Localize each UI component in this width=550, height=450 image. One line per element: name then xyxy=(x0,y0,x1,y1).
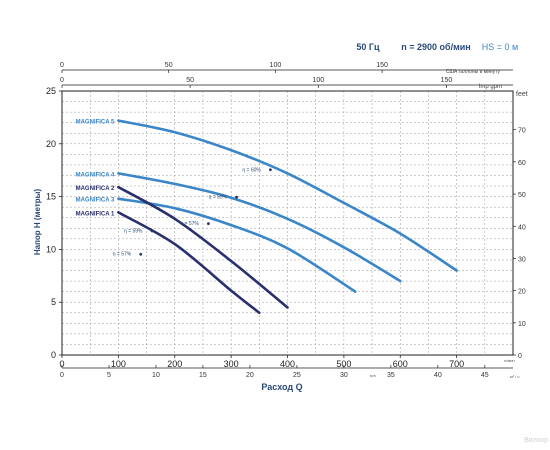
feet-tick-label: 10 xyxy=(518,321,526,328)
bottom-axis-unit: л/мин xyxy=(504,358,515,363)
x-tick-label: 500 xyxy=(336,359,351,369)
m3h-tick-label: 20 xyxy=(246,372,254,379)
annotation-marker xyxy=(235,196,238,199)
x-tick-label: 200 xyxy=(167,359,182,369)
series-line-3 xyxy=(118,199,355,292)
imp-gpm-tick-label: 50 xyxy=(186,77,194,84)
y-tick-label: 10 xyxy=(46,244,56,254)
m3h-tick-label: 5 xyxy=(107,372,111,379)
annotation-label: η = 57% xyxy=(180,221,199,227)
imp-gpm-tick-label: 0 xyxy=(60,77,64,84)
x-axis-title: Расход Q xyxy=(261,382,302,392)
series-label-4: MAGNIFICA 4 xyxy=(76,172,115,178)
m3h-tick-label: 10 xyxy=(152,372,160,379)
annotation-label: η = 59% xyxy=(124,229,143,235)
series-labels: MAGNIFICA 5 MAGNIFICA 4 MAGNIFICA 3 MAGNIFI… xyxy=(76,120,115,218)
series-label-2: MAGNIFICA 2 xyxy=(76,186,115,192)
m3h-tick-label: 15 xyxy=(199,372,207,379)
speed-label: n = 2900 об/мин xyxy=(401,42,470,52)
annotation-marker xyxy=(151,230,154,233)
y-tick-label: 0 xyxy=(51,350,56,360)
gpm-us-tick-label: 0 xyxy=(60,62,64,69)
annotation-marker xyxy=(269,168,272,171)
imp-gpm-tick-label: 100 xyxy=(312,77,324,84)
feet-tick-label: 30 xyxy=(518,256,526,263)
m3h-tick-label: 30 xyxy=(340,372,348,379)
m3h-tick-label: 0 xyxy=(60,372,64,379)
series-label-5: MAGNIFICA 5 xyxy=(76,120,115,126)
imp-gpm-tick-label: 150 xyxy=(441,77,453,84)
gpm-us-tick-label: 100 xyxy=(270,62,282,69)
top-axis-imp-gpm-unit: Imp gpm xyxy=(479,84,502,90)
feet-tick-label: 20 xyxy=(518,289,526,296)
y-tick-label: 20 xyxy=(46,139,56,149)
gpm-us-tick-label: 150 xyxy=(376,62,388,69)
feet-tick-label: 60 xyxy=(518,160,526,167)
hs-label: HS = 0 м xyxy=(482,42,518,52)
m3h-tick-label: 40 xyxy=(434,372,442,379)
frequency-label: 50 Гц xyxy=(356,42,380,52)
annotation-label: η = 57% xyxy=(113,252,132,258)
x-tick-label: 600 xyxy=(393,359,408,369)
feet-tick-label: 50 xyxy=(518,192,526,199)
m3h-tick-label: 25 xyxy=(293,372,301,379)
gpm-us-tick-label: 50 xyxy=(165,62,173,69)
x-tick-label: 400 xyxy=(280,359,295,369)
x-tick-label: 100 xyxy=(111,359,126,369)
series-label-1: MAGNIFICA 1 xyxy=(76,211,115,217)
y-axis-title: Напор Н (метры) xyxy=(33,189,42,256)
annotation-marker xyxy=(207,222,210,225)
bottom2-axis-unit-mid: м³/ч xyxy=(370,374,377,378)
right-axis-unit: feet xyxy=(516,91,528,98)
top-axis-gpm-us-unit: США галлоны в минуту xyxy=(446,69,501,75)
y-tick-label: 15 xyxy=(46,192,56,202)
grid xyxy=(62,91,513,355)
y-tick-label: 5 xyxy=(51,297,56,307)
x-tick-label: 300 xyxy=(224,359,239,369)
m3h-tick-label: 35 xyxy=(387,372,395,379)
annotation-label: η = 59% xyxy=(209,195,228,201)
y-tick-label: 25 xyxy=(46,86,56,96)
feet-tick-label: 40 xyxy=(518,224,526,231)
x-tick-label: 0 xyxy=(59,359,64,369)
annotation-marker xyxy=(139,253,142,256)
feet-tick-label: 0 xyxy=(518,353,522,360)
watermark: Вилхор xyxy=(524,437,548,444)
feet-tick-label: 70 xyxy=(518,128,526,135)
m3h-tick-label: 45 xyxy=(481,372,489,379)
annotation-label: η = 60% xyxy=(242,167,261,173)
bottom2-axis-unit: м³ / ч xyxy=(510,374,520,379)
x-tick-label: 700 xyxy=(449,359,464,369)
series-label-3: MAGNIFICA 3 xyxy=(76,198,115,204)
